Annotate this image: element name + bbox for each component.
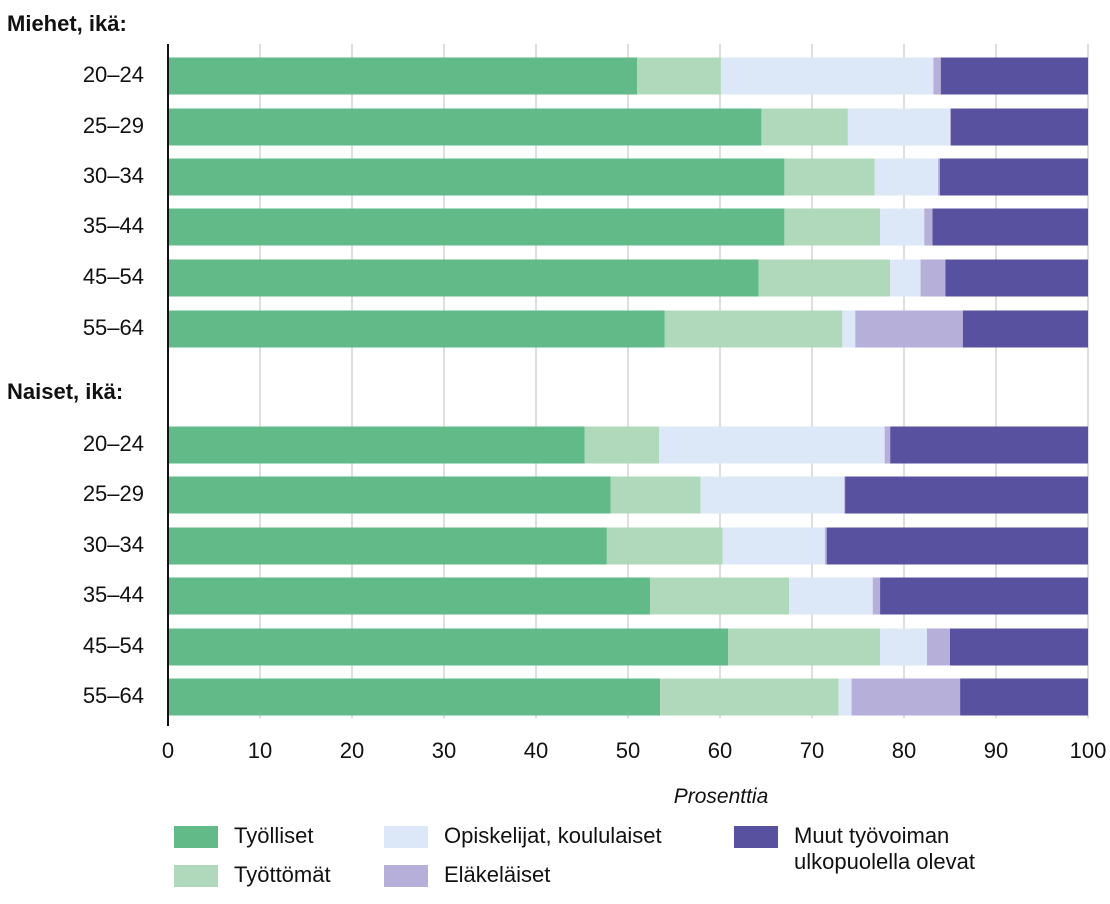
bar-segment	[880, 208, 925, 246]
bar-segment	[890, 259, 921, 297]
bar-segment	[606, 527, 723, 565]
bar-segment	[933, 57, 941, 95]
bar-segment	[845, 476, 1088, 514]
category-label: 20–24	[83, 62, 144, 87]
bar-segment	[664, 310, 843, 348]
bar-segment	[610, 476, 701, 514]
category-label: 45–54	[83, 264, 144, 289]
bar-segment	[874, 158, 939, 196]
x-tick-label: 20	[340, 738, 364, 763]
legend-swatch	[174, 826, 218, 848]
bar-segment	[168, 310, 665, 348]
bar-segment	[940, 57, 1088, 95]
category-label: 55–64	[83, 315, 144, 340]
bar-segment	[168, 208, 785, 246]
bar-segment	[962, 310, 1088, 348]
bar-segment	[945, 259, 1088, 297]
legend-label: ulkopuolella olevat	[794, 849, 975, 874]
legend-label: Eläkeläiset	[444, 862, 550, 887]
bar-segment	[826, 527, 1088, 565]
bar-segment	[168, 577, 651, 615]
x-tick-label: 60	[708, 738, 732, 763]
bar-segment	[950, 628, 1088, 666]
category-label: 55–64	[83, 683, 144, 708]
bar-segment	[847, 108, 950, 146]
category-label: 20–24	[83, 431, 144, 456]
bar-segment	[938, 158, 940, 196]
legend-swatch	[384, 865, 428, 887]
x-tick-label: 50	[616, 738, 640, 763]
bar-segment	[168, 476, 611, 514]
bar-segment	[168, 426, 585, 464]
bar-segment	[842, 310, 856, 348]
bar-segment	[844, 476, 846, 514]
legend-label: Muut työvoiman	[794, 823, 949, 848]
bar-segment	[700, 476, 845, 514]
legend-label: Työttömät	[234, 862, 331, 887]
bar-segment	[584, 426, 660, 464]
bar-segment	[660, 678, 839, 716]
bar-segment	[784, 158, 875, 196]
legend-swatch	[174, 865, 218, 887]
bar-segment	[168, 158, 785, 196]
legend-label: Työlliset	[234, 823, 313, 848]
category-label: 25–29	[83, 113, 144, 138]
bar-segment	[168, 57, 638, 95]
bar-segment	[855, 310, 963, 348]
group-title: Miehet, ikä:	[7, 11, 127, 36]
bar-segment	[659, 426, 885, 464]
legend-label: Opiskelijat, koululaiset	[444, 823, 662, 848]
bar-segment	[637, 57, 721, 95]
bar-segment	[758, 259, 891, 297]
bar-segment	[838, 678, 852, 716]
bar-segment	[872, 577, 881, 615]
bar-segment	[168, 628, 729, 666]
x-tick-label: 40	[524, 738, 548, 763]
category-label: 30–34	[83, 163, 144, 188]
category-label: 30–34	[83, 532, 144, 557]
bar-segment	[761, 108, 848, 146]
bar-segment	[939, 158, 1088, 196]
bar-segment	[650, 577, 789, 615]
bar-segment	[890, 426, 1088, 464]
bar-segment	[851, 678, 961, 716]
category-label: 35–44	[83, 213, 144, 238]
x-tick-label: 10	[248, 738, 272, 763]
legend-swatch	[384, 826, 428, 848]
group-title: Naiset, ikä:	[7, 379, 123, 404]
bar-segment	[789, 577, 873, 615]
bar-segment	[927, 628, 950, 666]
bar-segment	[720, 57, 934, 95]
bar-segment	[950, 108, 951, 146]
bar-segment	[728, 628, 881, 666]
bar-segment	[932, 208, 1088, 246]
bar-segment	[722, 527, 825, 565]
bar-segment	[924, 208, 933, 246]
bar-segment	[168, 678, 661, 716]
bar-segment	[960, 678, 1088, 716]
bar-segment	[880, 577, 1088, 615]
x-axis-title: Prosenttia	[674, 785, 769, 808]
legend-swatch	[734, 826, 778, 848]
bar-segment	[920, 259, 946, 297]
bar-segment	[880, 628, 927, 666]
bar-segment	[168, 108, 762, 146]
x-tick-label: 80	[892, 738, 916, 763]
x-tick-label: 90	[984, 738, 1008, 763]
category-label: 25–29	[83, 481, 144, 506]
bar-segment	[950, 108, 1088, 146]
bar-segment	[784, 208, 881, 246]
x-tick-label: 30	[432, 738, 456, 763]
bar-segment	[168, 259, 759, 297]
category-label: 45–54	[83, 633, 144, 658]
bar-segment	[884, 426, 891, 464]
x-tick-label: 0	[162, 738, 174, 763]
bar-segment	[824, 527, 827, 565]
bar-segment	[168, 527, 607, 565]
x-tick-label: 100	[1070, 738, 1107, 763]
x-tick-label: 70	[800, 738, 824, 763]
category-label: 35–44	[83, 582, 144, 607]
